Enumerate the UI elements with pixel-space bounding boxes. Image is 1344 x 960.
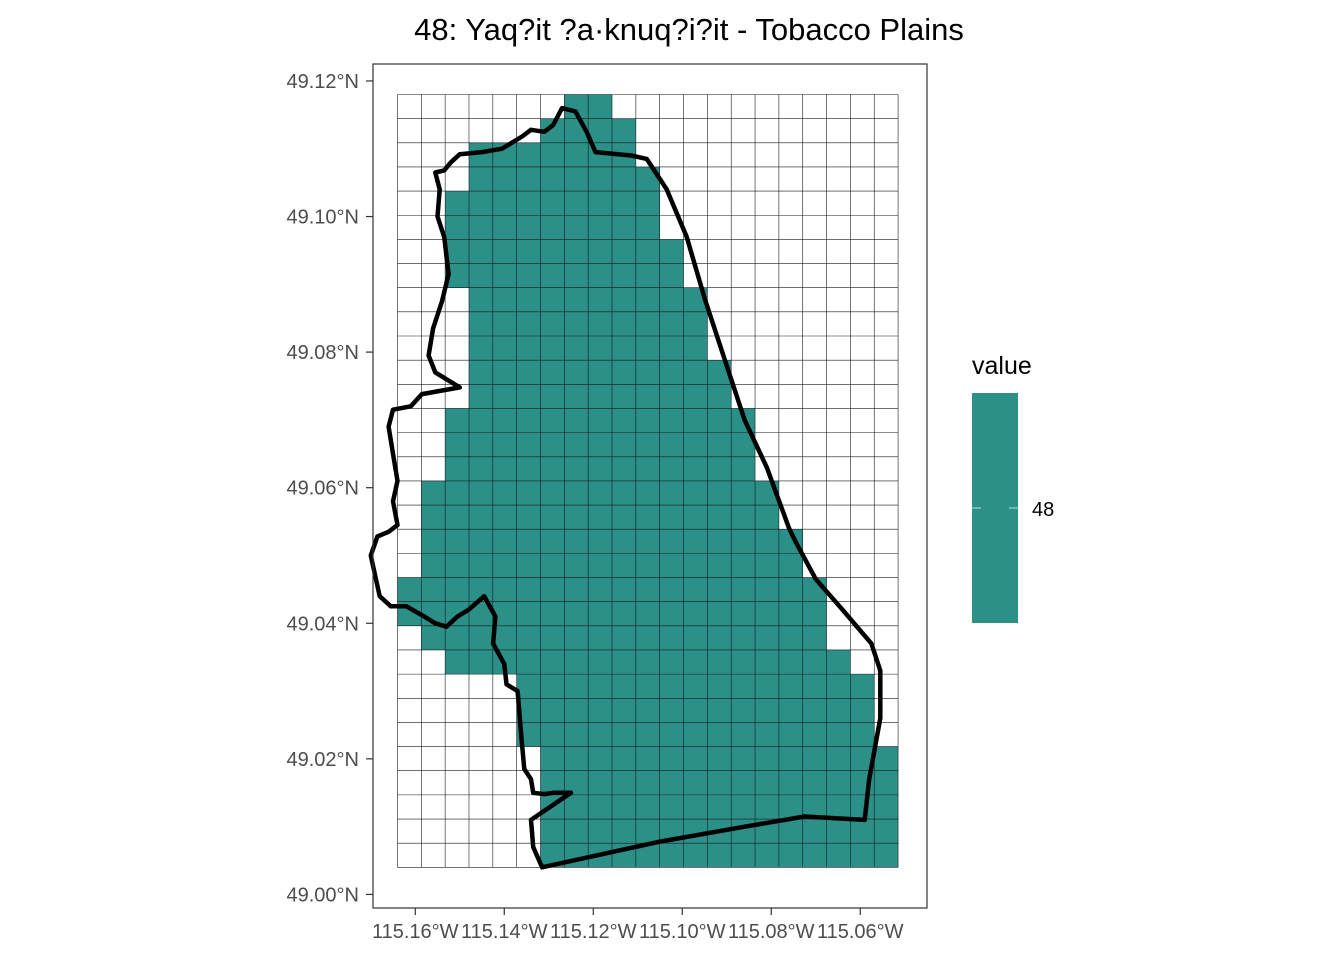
y-tick-label: 49.12°N [287, 71, 360, 93]
axes: 115.16°W 115.14°W 115.12°W 115.10°W 115.08°W… [287, 71, 904, 943]
x-tick-label: 115.14°W [461, 921, 548, 943]
grid-cell [468, 360, 732, 385]
y-tick-label: 49.04°N [287, 613, 360, 635]
y-tick-label: 49.02°N [287, 749, 360, 771]
grid-cell [516, 722, 875, 747]
panel-border [372, 63, 928, 909]
grid-cell [445, 191, 660, 216]
grid-cell [540, 746, 899, 771]
grid-cell [468, 384, 732, 409]
grid-cell [421, 480, 779, 506]
legend-title: value [972, 352, 1032, 380]
legend: value 48 [972, 352, 1054, 623]
grid-cell [516, 674, 875, 699]
grid-cell [540, 770, 899, 795]
grid-cell [445, 215, 660, 240]
cell-grid [397, 94, 899, 868]
x-tick-label: 115.10°W [639, 921, 726, 943]
y-tick-label: 49.00°N [287, 884, 360, 906]
grid-cell [540, 794, 899, 820]
x-tick-label: 115.06°W [817, 921, 904, 943]
x-tick-label: 115.16°W [372, 921, 459, 943]
territory-outline [368, 105, 883, 870]
y-tick-label: 49.10°N [287, 207, 360, 229]
x-tick-label: 115.12°W [550, 921, 637, 943]
grid-cell [445, 432, 756, 457]
grid-cell [421, 625, 827, 650]
y-tick-label: 49.08°N [287, 342, 360, 364]
x-tick-label: 115.08°W [728, 921, 815, 943]
grid-cell [421, 505, 779, 530]
chart-title: 48: Yaq?it ?a·knuq?i?it - Tobacco Plains [414, 12, 964, 47]
y-tick-label: 49.06°N [287, 478, 360, 500]
grid-cell [445, 456, 756, 481]
legend-label: 48 [1032, 499, 1054, 521]
grid-cell [445, 408, 756, 433]
grid-cell [516, 698, 875, 723]
